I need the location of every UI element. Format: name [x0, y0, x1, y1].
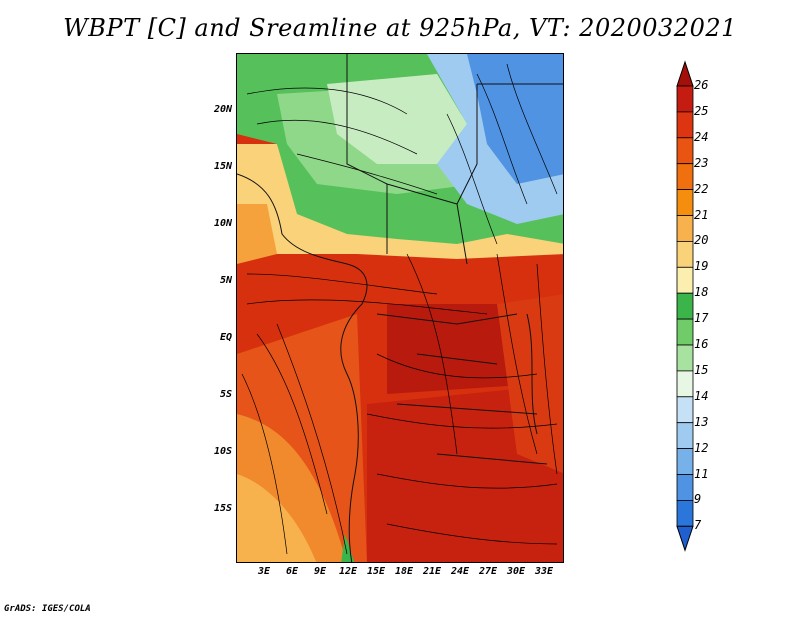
colorbar-label: 20 [694, 233, 709, 248]
field-congo [387, 304, 537, 394]
field-southwest-yellow [237, 474, 317, 562]
lat-label-10s: 10S [213, 446, 232, 457]
field-transition-yellow [237, 144, 563, 259]
lon-label-21e: 21E [422, 566, 442, 577]
colorbar-segment [676, 189, 694, 216]
lat-label-10n: 10N [213, 218, 232, 229]
lon-label-33e: 33E [534, 566, 554, 577]
colorbar-label: 11 [694, 466, 709, 481]
chart-title: WBPT [C] and Sreamline at 925hPa, VT: 20… [63, 14, 737, 42]
lon-label-3e: 3E [257, 566, 271, 577]
colorbar-label: 25 [694, 103, 709, 118]
colorbar-segment [676, 344, 694, 372]
colorbar-segment [676, 292, 694, 320]
wbpt-field [237, 54, 563, 562]
colorbar-label: 15 [694, 362, 709, 377]
lat-label-5s: 5S [219, 389, 232, 400]
lon-label-6e: 6E [285, 566, 299, 577]
country-borders [237, 54, 563, 562]
colorbar-segment [676, 474, 694, 501]
colorbar-label: 23 [694, 155, 709, 170]
colorbar-segment [676, 499, 694, 527]
colorbar-segment [676, 422, 694, 450]
colorbar-arrow-top [676, 60, 694, 87]
colorbar-segment [676, 240, 694, 268]
colorbar-label: 12 [694, 440, 709, 455]
colorbar-label: 17 [694, 311, 709, 326]
colorbar-segment [676, 318, 694, 346]
lat-label-20n: 20N [213, 104, 232, 115]
colorbar-label: 21 [694, 207, 709, 222]
lon-label-15e: 15E [366, 566, 386, 577]
colorbar-segment [676, 111, 694, 139]
colorbar-segment [676, 163, 694, 190]
lon-label-24e: 24E [450, 566, 470, 577]
lat-label-5n: 5N [219, 275, 232, 286]
colorbar-segment [676, 137, 694, 165]
colorbar-segment [676, 266, 694, 294]
colorbar-label: 19 [694, 259, 709, 274]
colorbar-label: 13 [694, 414, 709, 429]
lon-label-27e: 27E [478, 566, 498, 577]
streamlines [241, 63, 558, 555]
lon-label-30e: 30E [506, 566, 526, 577]
lat-label-15n: 15N [213, 161, 232, 172]
grads-credit: GrADS: IGES/COLA [4, 604, 91, 614]
colorbar-segment [676, 396, 694, 424]
colorbar-label: 7 [694, 518, 702, 533]
field-west-coast [237, 204, 277, 264]
lat-label-eq: EQ [219, 332, 232, 343]
map-panel [236, 53, 564, 563]
colorbar-label: 18 [694, 285, 709, 300]
lat-label-15s: 15S [213, 503, 232, 514]
colorbar-label: 9 [694, 492, 702, 507]
lon-label-9e: 9E [313, 566, 327, 577]
lon-label-12e: 12E [338, 566, 358, 577]
colorbar-segment [676, 85, 694, 113]
colorbar-arrow-bottom [676, 525, 694, 552]
colorbar-label: 14 [694, 388, 709, 403]
colorbar-label: 26 [694, 78, 709, 92]
colorbar-label: 22 [694, 181, 709, 196]
lon-label-18e: 18E [394, 566, 414, 577]
field-east [497, 294, 563, 474]
colorbar-segment [676, 215, 694, 242]
field-pale-green [327, 74, 467, 164]
colorbar-segment [676, 448, 694, 475]
colorbar-label: 24 [694, 129, 709, 144]
colorbar-segment [676, 370, 694, 398]
colorbar-graphic [676, 60, 694, 552]
colorbar-label: 16 [694, 337, 709, 351]
